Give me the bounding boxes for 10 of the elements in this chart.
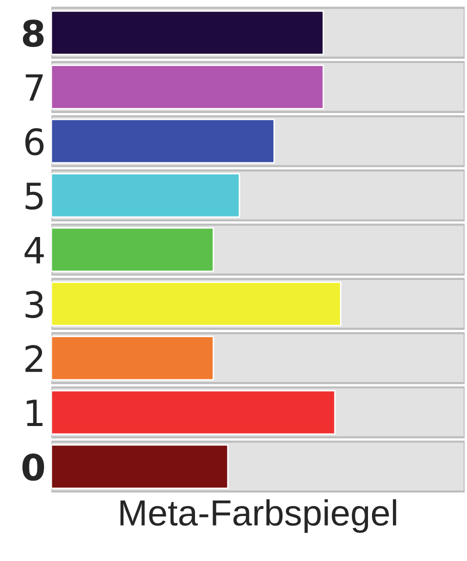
y-tick-label: 1	[26, 400, 42, 426]
y-tick-label: 8	[22, 20, 44, 47]
y-tick-label: 6	[25, 128, 44, 156]
y-tick-label: 7	[26, 74, 43, 101]
y-tick-label: 5	[26, 182, 43, 210]
y-tick-label: 0	[22, 453, 44, 481]
y-tick-label: 3	[26, 290, 43, 318]
x-axis-title: Meta-Farbspiegel	[120, 499, 396, 533]
y-tick-label: 2	[25, 345, 42, 372]
y-tick-label: 4	[24, 237, 44, 264]
